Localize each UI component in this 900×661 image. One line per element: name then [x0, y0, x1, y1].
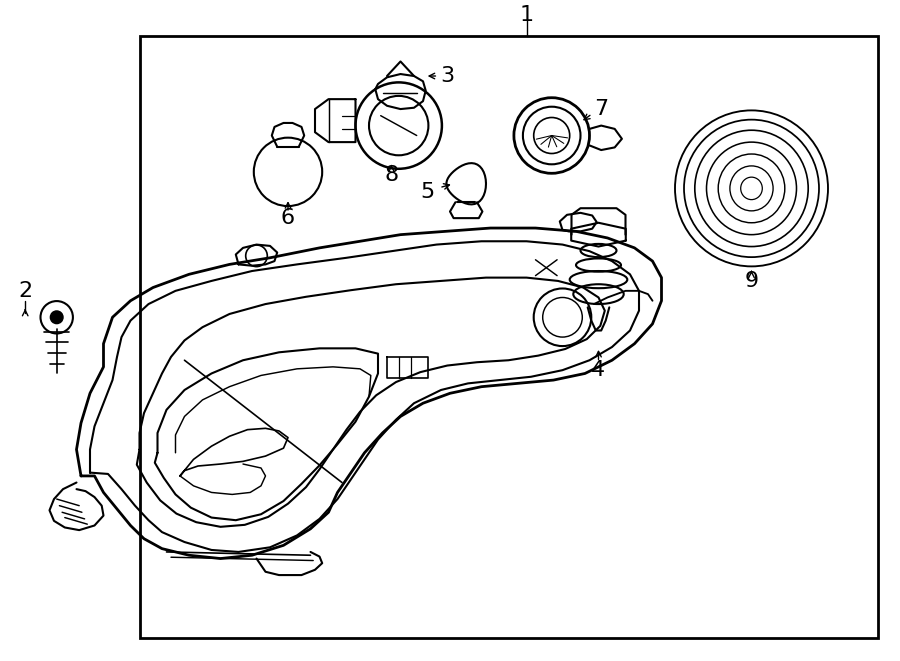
Text: 5: 5 [420, 182, 435, 202]
Text: 1: 1 [519, 5, 534, 24]
Text: 9: 9 [744, 271, 759, 291]
Text: 7: 7 [594, 99, 608, 119]
Text: 2: 2 [18, 281, 32, 301]
Bar [140, 36, 878, 638]
Text: 4: 4 [591, 360, 606, 380]
Text: 6: 6 [281, 208, 295, 228]
Text: 8: 8 [384, 165, 399, 185]
Circle shape [50, 311, 63, 324]
Text: 3: 3 [440, 66, 454, 86]
